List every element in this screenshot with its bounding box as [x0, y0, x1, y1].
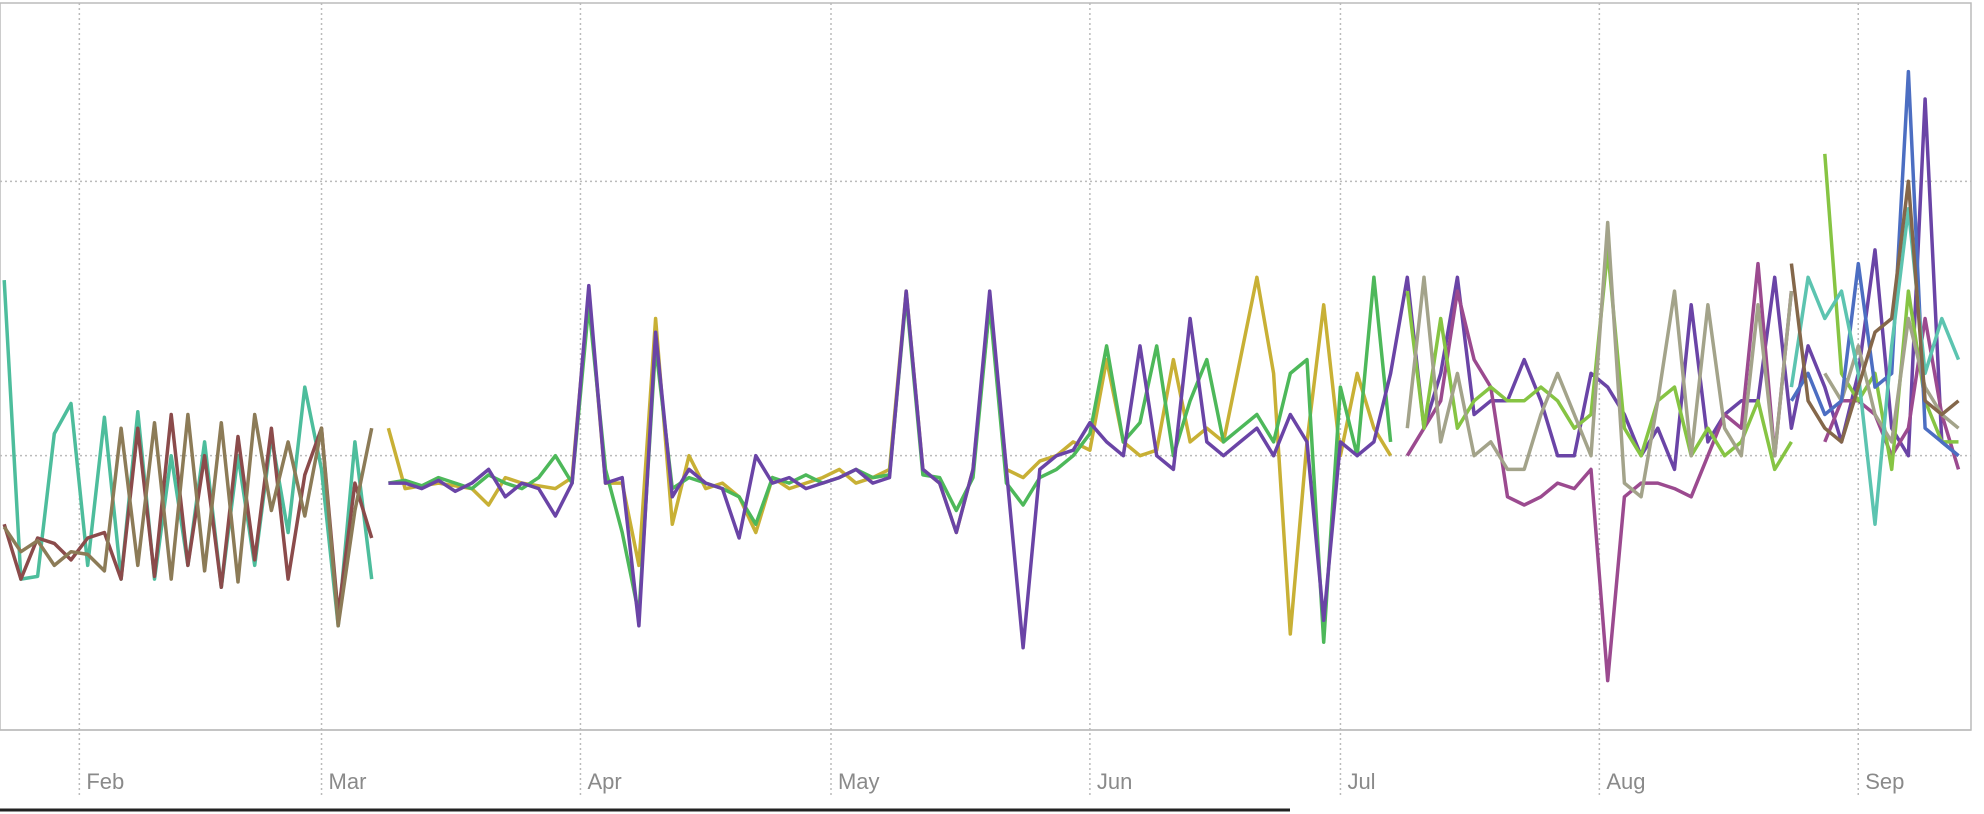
data-line	[2, 412, 374, 617]
x-tick-label: Jul	[1347, 769, 1375, 794]
data-line	[1405, 220, 1794, 499]
data-line	[1405, 261, 1794, 683]
data-line	[2, 412, 374, 628]
x-tick-label: Jun	[1097, 769, 1132, 794]
x-tick-label: Aug	[1606, 769, 1645, 794]
x-tick-label: Feb	[86, 769, 124, 794]
x-tick-label: May	[838, 769, 880, 794]
plot-frame	[0, 2, 1972, 731]
x-tick-label: Sep	[1865, 769, 1904, 794]
data-line	[1789, 207, 1961, 526]
data-line	[1823, 316, 1960, 444]
x-tick-label: Apr	[587, 769, 621, 794]
x-tick-label: Mar	[329, 769, 367, 794]
data-line	[1789, 179, 1960, 444]
data-line	[1789, 69, 1960, 458]
data-line	[388, 97, 1960, 650]
